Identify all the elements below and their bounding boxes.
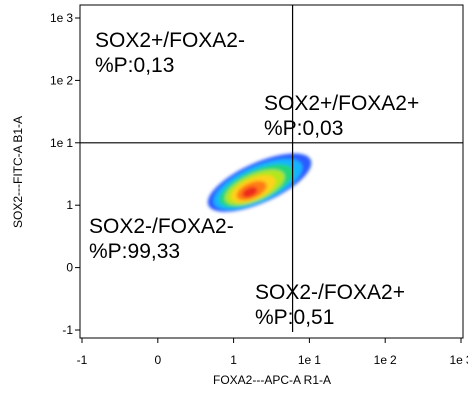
y-tick-label: -1 bbox=[62, 323, 73, 337]
y-axis-title: SOX2---FITC-A B1-A bbox=[11, 116, 25, 228]
x-tick-label: -1 bbox=[77, 353, 88, 367]
x-tick-label: 1e 2 bbox=[374, 353, 397, 367]
plot-frame bbox=[79, 4, 464, 339]
density-contour bbox=[242, 186, 258, 198]
y-tick-label: 1e 3 bbox=[50, 11, 73, 25]
quadrant-lr-name: SOX2-/FOXA2+ bbox=[255, 281, 405, 304]
y-tick-label: 1e 1 bbox=[50, 136, 73, 150]
y-tick-label: 1e 2 bbox=[50, 73, 73, 87]
x-tick-label: 1e3 bbox=[449, 353, 468, 367]
y-tick-label: 0 bbox=[66, 261, 73, 275]
quadrant-ul-name: SOX2+/FOXA2- bbox=[95, 29, 245, 52]
x-axis-ticks: -1 0 1 1e1 1e2 1e3 bbox=[77, 338, 468, 367]
quadrant-ul-percent: %P:0,13 bbox=[95, 54, 174, 77]
y-tick-label: 1 bbox=[66, 198, 73, 212]
x-tick-label: 1e 1 bbox=[298, 353, 321, 367]
quadrant-ll-name: SOX2-/FOXA2- bbox=[89, 215, 234, 238]
quadrant-ur-percent: %P:0,03 bbox=[264, 117, 343, 140]
quadrant-lr-percent: %P:0,51 bbox=[255, 306, 334, 329]
density-cloud bbox=[207, 153, 312, 212]
x-tick-label: 0 bbox=[154, 353, 161, 367]
x-tick-label: 1 bbox=[230, 353, 237, 367]
x-axis-title: FOXA2---APC-A R1-A bbox=[213, 373, 331, 387]
y-axis-ticks: -1 0 1 1e 1 1e 2 1e 3 bbox=[50, 11, 80, 337]
quadrant-ll-percent: %P:99,33 bbox=[89, 240, 180, 263]
quadrant-ur-name: SOX2+/FOXA2+ bbox=[264, 92, 419, 115]
